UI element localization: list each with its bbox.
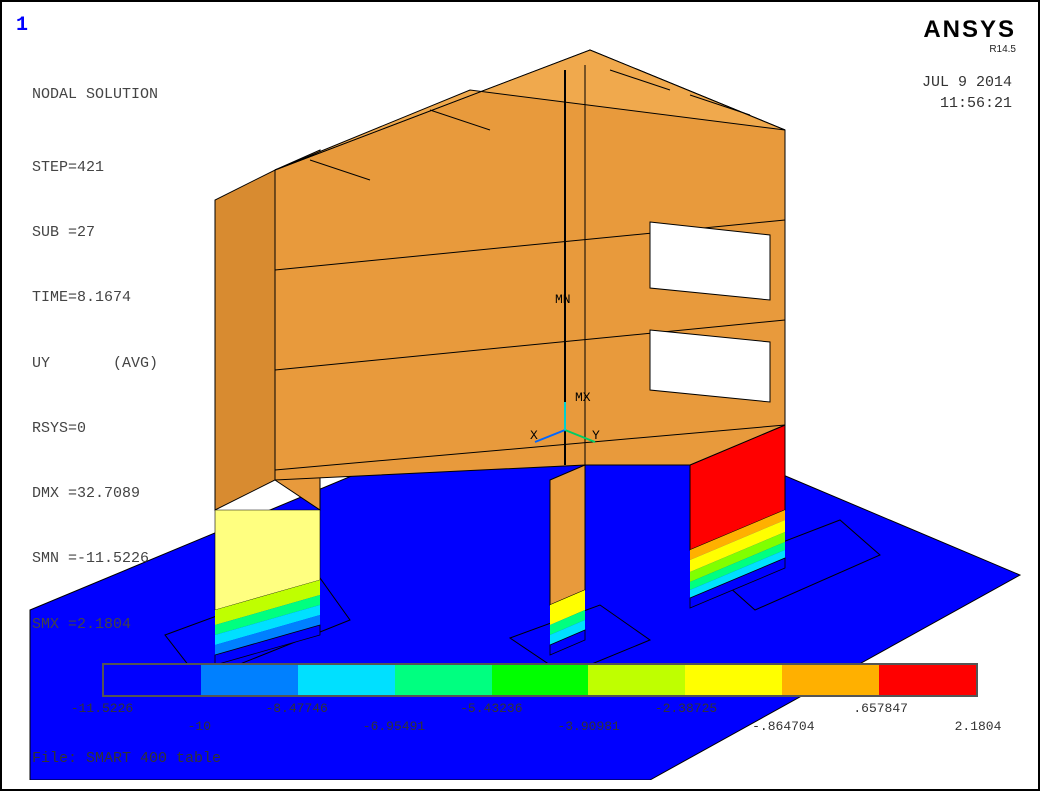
header-line-7: SMX =2.1804 — [32, 614, 158, 636]
file-label: File: SMART 400 table — [32, 750, 221, 767]
legend-segment — [782, 665, 879, 695]
legend-segment — [492, 665, 589, 695]
legend-tick: -11.5226 — [71, 701, 133, 716]
x-axis-label: X — [530, 428, 538, 443]
mn-label: MN — [555, 292, 571, 307]
legend-tick: -3.90981 — [557, 719, 619, 734]
opening-2 — [650, 330, 770, 402]
header-line-3: UY (AVG) — [32, 353, 158, 375]
legend-segment — [685, 665, 782, 695]
time-label: 11:56:21 — [922, 93, 1012, 114]
header-line-0: STEP=421 — [32, 157, 158, 179]
legend-bar — [102, 663, 978, 697]
brand-block: ANSYS R14.5 — [923, 16, 1016, 55]
legend-tick: -10 — [188, 719, 211, 734]
legend-segment — [298, 665, 395, 695]
header-line-4: RSYS=0 — [32, 418, 158, 440]
window-number: 1 — [16, 14, 28, 37]
header-line-6: SMN =-11.5226 — [32, 548, 158, 570]
canvas: 1 NODAL SOLUTION STEP=421 SUB =27 TIME=8… — [10, 10, 1030, 781]
y-axis-label: Y — [592, 428, 600, 443]
legend-segment — [395, 665, 492, 695]
header-line-1: SUB =27 — [32, 222, 158, 244]
legend-ticks: -11.5226-8.47746-5.43236-2.38725.657847-… — [102, 701, 978, 723]
header-line-2: TIME=8.1674 — [32, 287, 158, 309]
legend-tick: -8.47746 — [265, 701, 327, 716]
left-wall-front — [215, 170, 275, 510]
legend-tick: -5.43236 — [460, 701, 522, 716]
color-legend: -11.5226-8.47746-5.43236-2.38725.657847-… — [102, 663, 978, 723]
legend-tick: -.864704 — [752, 719, 814, 734]
header-line-5: DMX =32.7089 — [32, 483, 158, 505]
solution-header: NODAL SOLUTION STEP=421 SUB =27 TIME=8.1… — [32, 40, 158, 679]
center-col — [550, 465, 585, 605]
brand-label: ANSYS — [923, 16, 1016, 44]
header-title: NODAL SOLUTION — [32, 84, 158, 106]
brand-version: R14.5 — [923, 44, 1016, 55]
legend-tick: -2.38725 — [655, 701, 717, 716]
legend-segment — [104, 665, 201, 695]
datetime: JUL 9 2014 11:56:21 — [922, 72, 1012, 114]
legend-segment — [201, 665, 298, 695]
legend-tick: 2.1804 — [955, 719, 1002, 734]
legend-tick: .657847 — [853, 701, 908, 716]
legend-tick: -6.95491 — [363, 719, 425, 734]
viewport: 1 NODAL SOLUTION STEP=421 SUB =27 TIME=8… — [0, 0, 1040, 791]
legend-segment — [879, 665, 976, 695]
date-label: JUL 9 2014 — [922, 72, 1012, 93]
legend-segment — [588, 665, 685, 695]
opening-1 — [650, 222, 770, 300]
mx-label: MX — [575, 390, 591, 405]
